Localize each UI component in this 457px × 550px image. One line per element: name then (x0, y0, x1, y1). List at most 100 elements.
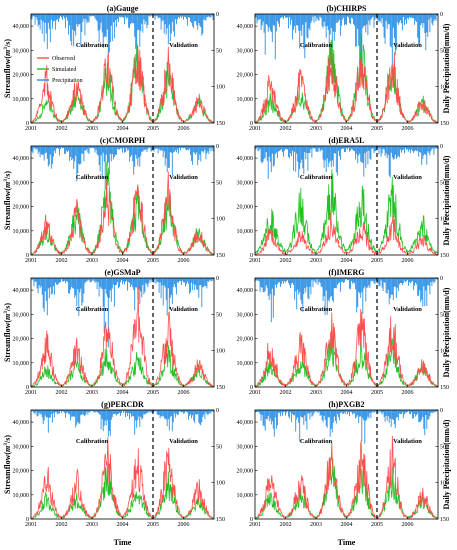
x-tick-label: 2003 (310, 258, 322, 264)
chart-panel: (c)CMORPH Calibration Validation 0 10,000 20,… (13, 136, 226, 264)
validation-label: Validation (169, 438, 198, 445)
chart-panel: (g)PERCDR Calibration Validation 0 10,000 20,… (13, 400, 226, 528)
y-axis-label-part: m (3, 182, 12, 188)
y-axis-label-part: /s) (3, 303, 12, 312)
y-axis-label: Streamflow(m3/s) (3, 303, 12, 362)
x-tick-label: 2004 (341, 258, 353, 264)
x-tick-label: 2002 (56, 258, 68, 264)
validation-label: Validation (393, 42, 422, 49)
y-tick-label: 40,000 (237, 288, 254, 294)
calibration-label: Calibration (300, 174, 333, 181)
y-axis-label: Streamflow(m3/s) (3, 435, 12, 494)
legend-label: Observed (52, 56, 75, 62)
y-tick-label: 30,000 (237, 48, 254, 54)
x-tick-label: 2002 (56, 390, 68, 396)
x-tick-label: 2002 (280, 126, 292, 132)
y-tick-label: 0 (26, 253, 29, 259)
chart-title: (b)CHIRPS (326, 4, 367, 13)
x-tick-label: 2006 (402, 126, 414, 132)
y-axis-label-part: Streamflow( (3, 452, 12, 494)
x-tick-label: 2003 (310, 522, 322, 528)
y2-axis-label: Daily Precipitation(mm/d) (442, 155, 451, 245)
calibration-label: Calibration (300, 42, 333, 49)
chart-title: (f)IMERG (329, 268, 365, 277)
x-tick-label: 2004 (117, 126, 129, 132)
x-tick-label: 2005 (371, 126, 383, 132)
x-tick-label: 2002 (56, 126, 68, 132)
x-tick-label: 2002 (280, 522, 292, 528)
y-axis-label-part: 3 (3, 311, 9, 314)
y-tick-label: 0 (26, 121, 29, 127)
y-axis-label-part: m (3, 446, 12, 452)
y2-tick-label: 50 (440, 180, 446, 186)
y-tick-label: 20,000 (237, 469, 254, 475)
y-tick-label: 40,000 (13, 288, 30, 294)
x-tick-label: 2005 (371, 258, 383, 264)
y-tick-label: 40,000 (237, 156, 254, 162)
x-tick-label: 2001 (25, 390, 37, 396)
simulated-series (30, 344, 215, 388)
y2-axis-label: Daily Precipitation(mm/d) (442, 287, 451, 377)
x-tick-label: 2005 (147, 522, 159, 528)
legend-label: Simulated (52, 67, 76, 73)
x-tick-label: 2006 (402, 390, 414, 396)
y-tick-label: 10,000 (237, 229, 254, 235)
y-tick-label: 0 (250, 253, 253, 259)
x-tick-label: 2005 (371, 390, 383, 396)
y-axis-label-part: /s) (3, 171, 12, 180)
y2-tick-label: 0 (440, 144, 443, 150)
legend-label: Precipitation (52, 78, 83, 84)
y2-axis-label: Daily Precipitation(mm/d) (442, 419, 451, 509)
y-tick-label: 10,000 (237, 493, 254, 499)
y2-tick-label: 100 (216, 349, 225, 355)
y-tick-label: 0 (26, 385, 29, 391)
x-tick-label: 2005 (371, 522, 383, 528)
y-tick-label: 20,000 (13, 73, 30, 79)
x-tick-label: 2002 (56, 522, 68, 528)
y2-tick-label: 50 (440, 312, 446, 318)
x-tick-label: 2005 (147, 126, 159, 132)
y2-tick-label: 150 (216, 121, 225, 127)
y-tick-label: 10,000 (13, 493, 30, 499)
simulated-series (254, 331, 439, 388)
y2-tick-label: 0 (216, 144, 219, 150)
y2-tick-label: 0 (440, 408, 443, 414)
simulated-series (254, 169, 439, 254)
y-tick-label: 20,000 (13, 205, 30, 211)
y-tick-label: 30,000 (13, 444, 30, 450)
y-tick-label: 30,000 (13, 48, 30, 54)
chart-title: (g)PERCDR (101, 400, 144, 409)
y-tick-label: 30,000 (237, 312, 254, 318)
x-tick-label: 2005 (147, 390, 159, 396)
y-axis-label: Streamflow(m3/s) (3, 39, 12, 98)
y-tick-label: 10,000 (13, 97, 30, 103)
y2-axis-label: Daily Precipitation(mm/d) (442, 23, 451, 113)
chart-panel: (f)IMERG Calibration Validation 0 10,000 20,0… (237, 268, 450, 396)
precipitation-series (30, 410, 215, 437)
y-tick-label: 40,000 (237, 420, 254, 426)
plot-frame (254, 409, 439, 520)
y2-tick-label: 50 (216, 180, 222, 186)
y2-tick-label: 150 (440, 385, 449, 391)
y-axis-label-part: Streamflow( (3, 320, 12, 362)
validation-label: Validation (393, 438, 422, 445)
y-tick-label: 20,000 (237, 337, 254, 343)
simulated-series (30, 461, 215, 520)
chart-title: (e)GSMaP (105, 268, 141, 277)
x-tick-label: 2004 (117, 390, 129, 396)
x-tick-label: 2001 (25, 522, 37, 528)
x-tick-label: 2006 (178, 522, 190, 528)
y-axis-label-part: Streamflow( (3, 188, 12, 230)
x-tick-label: 2003 (86, 522, 98, 528)
plot-frame (254, 145, 439, 256)
x-tick-label: 2001 (249, 126, 261, 132)
observed-series (254, 435, 439, 520)
y-tick-label: 40,000 (237, 24, 254, 30)
y-axis-label-part: 3 (3, 179, 9, 182)
y-tick-label: 30,000 (13, 180, 30, 186)
y2-tick-label: 50 (440, 48, 446, 54)
observed-series (30, 171, 215, 256)
chart-title: (h)PXGB2 (329, 400, 365, 409)
y-tick-label: 10,000 (237, 97, 254, 103)
